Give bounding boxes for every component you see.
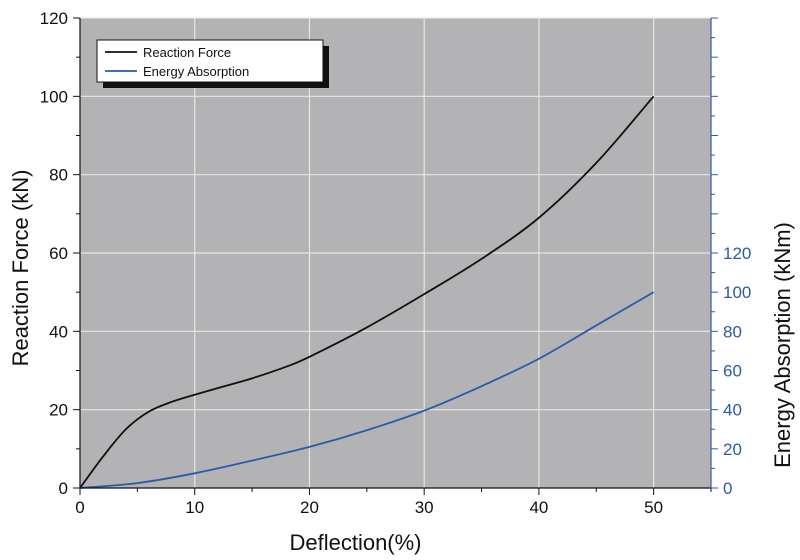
y-tick-label: 100 xyxy=(40,87,68,106)
series-line-reaction-force xyxy=(79,95,655,489)
y-tick-label: 40 xyxy=(49,322,68,341)
y-tick-label: 60 xyxy=(49,244,68,263)
x-tick-label: 20 xyxy=(300,498,319,517)
x-tick-label: 50 xyxy=(644,498,663,517)
y2-axis-title: Energy Absorption (kNm) xyxy=(770,222,795,468)
x-tick-label: 40 xyxy=(529,498,548,517)
y-tick-label: 0 xyxy=(59,479,68,498)
x-tick-label: 10 xyxy=(185,498,204,517)
ticks: 0 10 20 30 40 50 0 20 40 60 80 100 120 0 20 40 60 80 100 12… xyxy=(40,9,752,517)
y2-tick-label: 100 xyxy=(723,283,751,302)
legend-label-energy-absorption: Energy Absorption xyxy=(143,64,249,79)
x-tick-label: 30 xyxy=(415,498,434,517)
y-axis-title: Reaction Force (kN) xyxy=(8,170,33,367)
y2-tick-label: 0 xyxy=(723,479,732,498)
y2-tick-label: 40 xyxy=(723,401,742,420)
legend: Reaction Force Energy Absorption xyxy=(96,39,329,88)
y2-tick-label: 60 xyxy=(723,362,742,381)
y2-tick-label: 80 xyxy=(723,322,742,341)
y2-tick-label: 120 xyxy=(723,244,751,263)
x-tick-label: 0 xyxy=(75,498,84,517)
legend-box xyxy=(96,39,324,83)
y-tick-label: 120 xyxy=(40,9,68,28)
legend-label-reaction-force: Reaction Force xyxy=(143,45,231,60)
y-tick-label: 20 xyxy=(49,401,68,420)
series-layer xyxy=(79,95,655,489)
grid xyxy=(80,17,711,488)
series-line-energy-absorption xyxy=(79,291,655,489)
y2-tick-label: 20 xyxy=(723,440,742,459)
x-axis-title: Deflection(%) xyxy=(289,530,421,555)
y-tick-label: 80 xyxy=(49,166,68,185)
